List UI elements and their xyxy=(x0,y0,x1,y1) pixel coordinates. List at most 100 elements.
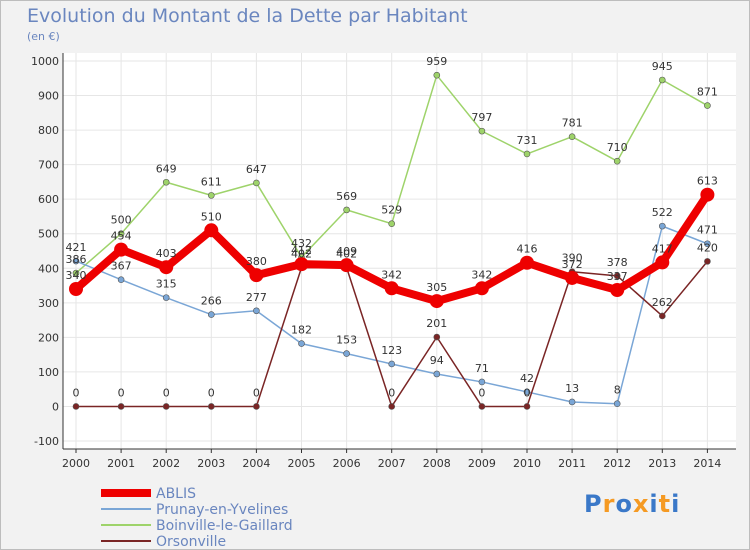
data-label: 522 xyxy=(652,206,673,219)
data-label: 71 xyxy=(475,362,489,375)
data-point xyxy=(208,192,215,199)
data-label: 380 xyxy=(246,255,267,268)
data-label: 123 xyxy=(381,344,402,357)
y-tick-label: 400 xyxy=(38,262,59,275)
data-label: 402 xyxy=(291,248,312,261)
data-label: 781 xyxy=(562,117,583,130)
y-tick-label: -100 xyxy=(34,435,59,448)
data-label: 372 xyxy=(562,258,583,271)
data-label: 13 xyxy=(565,382,579,395)
y-tick-label: 300 xyxy=(38,297,59,310)
data-point xyxy=(72,269,80,277)
data-label: 649 xyxy=(156,162,177,175)
y-tick-label: 1000 xyxy=(31,55,59,68)
data-label: 871 xyxy=(697,86,718,99)
data-label: 94 xyxy=(430,354,444,367)
x-tick-label: 2014 xyxy=(693,457,721,470)
data-label: 416 xyxy=(517,243,538,256)
proxiti-logo: Proxiti xyxy=(584,490,680,518)
data-point xyxy=(433,71,441,79)
x-tick-label: 2012 xyxy=(603,457,631,470)
x-tick-label: 2013 xyxy=(648,457,676,470)
data-point xyxy=(704,258,711,265)
data-label: 367 xyxy=(111,260,132,273)
logo-letter: i xyxy=(671,490,681,518)
data-label: 0 xyxy=(208,386,215,399)
data-label: 529 xyxy=(381,204,402,217)
data-point xyxy=(384,281,399,296)
data-label: 710 xyxy=(607,141,628,154)
x-tick-label: 2009 xyxy=(468,457,496,470)
data-point xyxy=(613,272,621,280)
data-label: 613 xyxy=(697,175,718,188)
y-tick-label: 500 xyxy=(38,228,59,241)
data-label: 569 xyxy=(336,190,357,203)
data-label: 337 xyxy=(607,270,628,283)
data-label: 421 xyxy=(66,241,87,254)
data-label: 153 xyxy=(336,334,357,347)
y-tick-label: 700 xyxy=(38,159,59,172)
data-label: 378 xyxy=(607,256,628,269)
data-point xyxy=(523,388,531,396)
data-point xyxy=(117,230,125,238)
y-tick-label: 200 xyxy=(38,331,59,344)
data-point xyxy=(253,179,260,187)
x-tick-label: 2000 xyxy=(62,457,90,470)
x-tick-label: 2002 xyxy=(152,457,180,470)
data-label: 417 xyxy=(652,242,673,255)
data-label: 0 xyxy=(388,386,395,399)
data-label: 8 xyxy=(614,384,621,397)
logo-letter: P xyxy=(584,490,603,518)
data-label: 945 xyxy=(652,60,673,73)
data-point xyxy=(433,333,441,341)
data-point xyxy=(343,206,350,214)
data-point xyxy=(388,360,396,368)
y-tick-label: 900 xyxy=(38,90,59,103)
data-point xyxy=(704,102,711,109)
y-tick-label: 600 xyxy=(38,193,59,206)
data-point xyxy=(72,257,80,265)
data-point xyxy=(72,403,80,410)
data-point xyxy=(613,400,621,407)
data-point xyxy=(69,282,83,296)
data-label: 0 xyxy=(524,386,531,399)
data-label: 340 xyxy=(66,269,87,282)
data-label: 402 xyxy=(336,248,357,261)
y-tick-label: 100 xyxy=(38,366,59,379)
data-point xyxy=(298,340,305,347)
data-point xyxy=(253,307,260,315)
x-tick-label: 2005 xyxy=(288,457,316,470)
data-label: 510 xyxy=(201,210,222,223)
data-point xyxy=(294,257,309,272)
data-label: 315 xyxy=(156,278,177,291)
data-label: 386 xyxy=(66,253,87,266)
plot-area xyxy=(63,53,736,449)
data-point xyxy=(655,255,670,270)
data-point xyxy=(520,255,534,270)
logo-letter: x xyxy=(632,490,650,518)
data-label: 797 xyxy=(471,111,492,124)
data-label: 611 xyxy=(201,175,222,188)
x-tick-label: 2011 xyxy=(558,457,586,470)
data-label: 959 xyxy=(426,55,447,68)
data-point xyxy=(478,127,486,135)
data-point xyxy=(114,242,129,257)
data-point xyxy=(249,268,264,283)
x-tick-label: 2010 xyxy=(513,457,541,470)
data-label: 305 xyxy=(426,281,447,294)
data-point xyxy=(159,260,174,275)
chart-subtitle: (en €) xyxy=(27,30,60,43)
legend-label: Orsonville xyxy=(156,534,226,549)
x-tick-label: 2003 xyxy=(197,457,225,470)
data-point xyxy=(658,222,666,230)
data-point xyxy=(117,403,125,410)
data-point xyxy=(162,403,170,410)
data-point xyxy=(117,276,125,283)
logo-letter: o xyxy=(615,490,633,518)
y-tick-label: 0 xyxy=(52,400,59,413)
data-point xyxy=(253,403,260,410)
data-point xyxy=(343,350,350,357)
data-label: 432 xyxy=(291,237,312,250)
data-point xyxy=(613,157,621,165)
